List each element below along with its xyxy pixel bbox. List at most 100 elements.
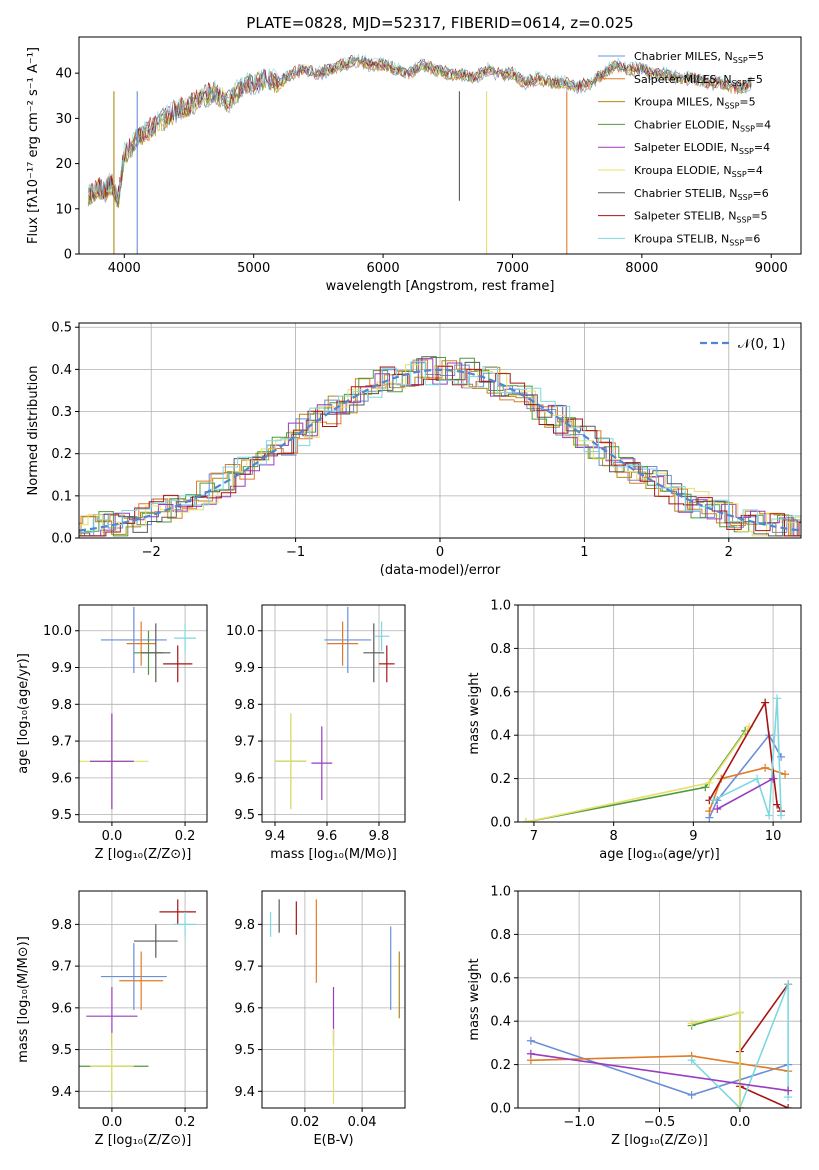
x-tick-label: 8 [610, 829, 618, 844]
x-tick-label: 10 [765, 829, 782, 844]
y-axis-label: mass weight [467, 958, 482, 1040]
y-tick-label: 9.4 [51, 1085, 72, 1100]
weight-line-3 [691, 984, 789, 1108]
x-tick-label: 7000 [496, 261, 529, 276]
y-tick-label: 9.8 [51, 698, 72, 713]
legend-nssp: =5 [747, 73, 763, 86]
axes-frame [261, 890, 406, 1109]
y-tick-label: 0.8 [490, 642, 511, 657]
legend-label: Salpeter MILES, NSSP=5 [634, 73, 763, 88]
axes-frame [78, 36, 802, 255]
weight-marker [777, 811, 786, 820]
weight-marker [526, 1036, 535, 1045]
x-tick-label: 0.2 [175, 829, 196, 844]
gaussian-legend-label: 𝒩(0, 1) [738, 337, 785, 352]
x-axis-label: age [log₁₀(age/yr)] [599, 847, 720, 862]
weight-marker [784, 1104, 793, 1108]
legend-nssp: =4 [755, 118, 771, 131]
plot-area [269, 899, 400, 1104]
legend-text: Chabrier ELODIE, N [634, 118, 740, 131]
legend-nssp: =5 [739, 96, 755, 109]
x-tick-label: 0.2 [175, 1115, 196, 1130]
legend-text: Chabrier STELIB, N [634, 187, 738, 200]
y-tick-label: 9.5 [51, 1043, 72, 1058]
x-tick-label: 2 [725, 545, 733, 560]
legend-label: Chabrier ELODIE, NSSP=4 [634, 118, 771, 133]
plot-area [79, 606, 197, 810]
histogram-series-7 [79, 365, 801, 537]
y-axis-label: age [log₁₀(age/yr)] [16, 653, 31, 774]
z-age-panel: 0.0 0.2 9.5 9.6 9.7 9.8 9.9 10.0 Z [log₁₀(Z/Z⊙)]… [16, 604, 208, 862]
y-tick-label: 10.0 [226, 624, 255, 639]
x-axis-label: (data-model)/error [380, 563, 501, 578]
mass-age-panel: 9.4 9.6 9.8 9.5 9.6 9.7 9.8 9.9 10.0 mass [log₁₀(… [226, 604, 406, 862]
plot-area [79, 356, 801, 537]
ebv-mass-panel: 0.02 0.04 9.4 9.5 9.6 9.7 9.8 E(B-V) [234, 890, 406, 1148]
y-tick-label: 10.0 [43, 624, 72, 639]
y-tick-label: 30 [55, 112, 72, 127]
y-tick-label: 9.8 [51, 918, 72, 933]
histogram-series-2 [79, 376, 801, 537]
histogram-panel: −2 −1 0 1 2 0.0 0.1 0.2 0.3 0.4 0.5 (data-model)/er… [26, 321, 802, 578]
x-axis-label: Z [log₁₀(Z/Z⊙)] [95, 847, 192, 862]
legend-label: Kroupa STELIB, NSSP=6 [634, 232, 760, 247]
y-axis-label: mass [log₁₀(M/M⊙)] [16, 936, 31, 1063]
y-tick-label: 9.6 [51, 771, 72, 786]
legend-label: Kroupa ELODIE, NSSP=4 [634, 164, 763, 179]
x-tick-label: 4000 [108, 261, 141, 276]
y-tick-label: 0.2 [490, 772, 511, 787]
axes-frame [261, 604, 406, 823]
legend-sub: SSP [732, 170, 747, 179]
weight-marker [713, 804, 722, 813]
weight-marker [687, 1019, 696, 1028]
y-tick-label: 9.7 [51, 735, 72, 750]
y-tick-label: 0.0 [490, 816, 511, 831]
legend-text: Salpeter STELIB, N [634, 210, 736, 223]
legend-text: Chabrier MILES, N [634, 50, 733, 63]
histogram-series-1 [79, 359, 801, 537]
weight-marker [781, 770, 790, 779]
legend-nssp: =5 [751, 210, 767, 223]
x-axis-label: E(B-V) [313, 1133, 353, 1148]
y-tick-label: 0.4 [490, 729, 511, 744]
weight-line-4 [708, 700, 782, 812]
weight-line-1 [708, 766, 786, 812]
plot-area [521, 694, 790, 822]
y-tick-label: 0.8 [490, 928, 511, 943]
age-weight-panel: 7 8 9 10 0.0 0.2 0.4 0.6 0.8 1.0 age [log₁₀(age/yr… [467, 599, 802, 862]
weight-marker [705, 807, 714, 816]
y-tick-label: 9.5 [234, 808, 255, 823]
x-tick-label: 6000 [367, 261, 400, 276]
x-tick-label: −2 [142, 545, 161, 560]
legend-sub: SSP [724, 102, 739, 111]
x-tick-label: 0 [436, 545, 444, 560]
weight-line-2 [525, 730, 746, 822]
y-tick-label: 9.7 [51, 960, 72, 975]
legend-label: Chabrier STELIB, NSSP=6 [634, 187, 769, 202]
x-tick-label: 9.6 [317, 829, 338, 844]
weight-line-6 [716, 777, 774, 810]
weight-marker [526, 1049, 535, 1058]
axes-frame [517, 604, 802, 823]
legend-label: Salpeter STELIB, NSSP=5 [634, 210, 768, 225]
x-tick-label: −0.5 [644, 1115, 676, 1130]
y-tick-label: 9.4 [234, 1085, 255, 1100]
plot-area [526, 980, 793, 1108]
x-tick-label: 0.04 [348, 1115, 377, 1130]
legend-sub: SSP [739, 147, 754, 156]
y-tick-label: 40 [55, 67, 72, 82]
weight-marker [701, 783, 710, 792]
x-tick-label: −1 [286, 545, 305, 560]
legend-nssp: =5 [748, 50, 764, 63]
legend-label: Kroupa MILES, NSSP=5 [634, 96, 756, 111]
y-tick-label: 9.7 [234, 735, 255, 750]
y-tick-label: 0.2 [51, 447, 72, 462]
y-tick-label: 10 [55, 202, 72, 217]
y-tick-label: 0.2 [490, 1058, 511, 1073]
weight-marker [735, 1008, 744, 1017]
y-axis-label: Normed distribution [26, 366, 41, 496]
x-tick-label: 9 [689, 829, 697, 844]
plot-area [79, 899, 197, 1100]
legend-label: Chabrier MILES, NSSP=5 [634, 50, 764, 65]
x-tick-label: 0.0 [102, 829, 123, 844]
